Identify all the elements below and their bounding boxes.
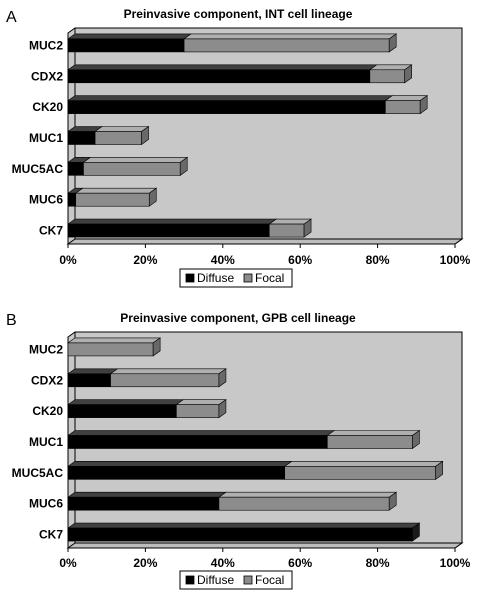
- panel-b-category-label-muc1: MUC1: [29, 435, 63, 449]
- panel-a-bar-ck7-diffuse: [67, 218, 278, 238]
- panel-b-bar-muc6-end: [388, 491, 397, 511]
- panel-a-legend: Diffuse Focal: [179, 268, 293, 288]
- panel-a-bar-muc1-end: [141, 125, 149, 146]
- panel-a-x-tick-label: 40%: [211, 253, 235, 267]
- panel-a-bar-muc6-focal: [74, 187, 158, 207]
- panel-b-category-label-ck20: CK20: [32, 404, 63, 418]
- panel-a-bar-muc2-end: [388, 33, 397, 53]
- panel-b-bar-muc2-end: [152, 337, 161, 357]
- panel-b-legend-box: [179, 570, 293, 590]
- panel-a-bar-ck20-focal: [384, 95, 429, 114]
- panel-a-x-tick-label: 80%: [366, 253, 390, 267]
- panel-a-bar-ck7-end: [303, 218, 312, 238]
- panel-a-bar-muc5ac-focal: [82, 157, 189, 176]
- panel-b-title: Preinvasive component, GPB cell lineage: [120, 311, 356, 325]
- panel-b-letter: B: [6, 312, 17, 329]
- panel-a-bar-ck7-focal: [268, 218, 313, 238]
- panel-b-bar-muc1-focal: [326, 430, 421, 449]
- panel-b-x-tick-label: 100%: [440, 556, 471, 570]
- panel-b: B Preinvasive component, GPB cell lineag…: [6, 311, 471, 590]
- panel-a-bar-muc2-diffuse: [67, 33, 193, 53]
- panel-a-bar-cdx2-diffuse: [67, 64, 378, 84]
- panel-a-x-tick-label: 100%: [440, 253, 471, 267]
- panel-b-bar-muc6-focal: [217, 491, 398, 511]
- panel-b-bar-muc1-end: [412, 429, 420, 450]
- panel-a-category-label-muc2: MUC2: [29, 38, 63, 52]
- panel-b-x-tick-label: 80%: [366, 556, 390, 570]
- panel-a-legend-box: [179, 268, 293, 288]
- panel-a-letter: A: [6, 9, 17, 26]
- panel-b-bar-cdx2-end: [218, 368, 227, 388]
- panel-b-bar-ck7-end: [412, 522, 420, 542]
- panel-b-bar-cdx2-focal: [109, 368, 227, 388]
- panel-b-bar-muc6-diffuse: [67, 491, 227, 511]
- panel-b-bar-ck20-focal: [175, 399, 227, 418]
- panel-a-bar-muc5ac-end: [179, 156, 188, 176]
- panel-a: A Preinvasive component, INT cell lineag…: [6, 7, 471, 288]
- panel-a-category-label-muc1: MUC1: [29, 131, 63, 145]
- panel-b-bar-muc5ac-diffuse: [67, 461, 293, 480]
- panel-b-legend-label-focal: Focal: [255, 573, 284, 587]
- panel-b-bar-cdx2-diffuse: [67, 368, 119, 388]
- panel-b-x-tick-label: 40%: [211, 556, 235, 570]
- panel-b-plot-area: [66, 331, 464, 549]
- panel-a-bar-ck20-diffuse: [67, 95, 394, 114]
- panel-a-category-label-muc6: MUC6: [29, 193, 63, 207]
- panel-b-legend-swatch-diffuse: [185, 575, 195, 585]
- panel-a-category-label-ck20: CK20: [32, 100, 63, 114]
- panel-a-x-tick-label: 0%: [59, 253, 77, 267]
- panel-a-category-label-ck7: CK7: [39, 224, 63, 238]
- panel-b-category-label-ck7: CK7: [39, 528, 63, 542]
- panel-b-category-label-muc6: MUC6: [29, 497, 63, 511]
- panel-b-x-tick-label: 20%: [133, 556, 157, 570]
- panel-a-plot-floor: [66, 238, 464, 245]
- panel-b-legend: Diffuse Focal: [179, 570, 293, 590]
- panel-b-legend-label-diffuse: Diffuse: [197, 573, 234, 587]
- panel-a-legend-swatch-focal: [243, 273, 253, 283]
- panel-a-bar-muc6-end: [148, 187, 157, 207]
- panel-b-bar-muc5ac-focal: [283, 461, 444, 480]
- panel-a-x-ticks: 0% 20% 40% 60% 80% 100%: [59, 244, 471, 267]
- panel-b-bar-ck20-diffuse: [67, 399, 185, 418]
- panel-a-bar-ck20-end: [419, 95, 428, 115]
- panel-b-plot-floor: [66, 542, 464, 549]
- panel-a-title: Preinvasive component, INT cell lineage: [124, 7, 353, 21]
- panel-a-bar-muc1-diffuse: [67, 126, 104, 145]
- panel-b-category-label-cdx2: CDX2: [31, 373, 63, 387]
- panel-b-legend-swatch-focal: [243, 575, 253, 585]
- panel-a-bar-muc2-focal: [183, 33, 398, 53]
- panel-b-category-labels: MUC2 CDX2 CK20 MUC1 MUC5AC MUC6 CK7: [12, 342, 64, 541]
- panel-a-legend-label-focal: Focal: [255, 271, 284, 285]
- panel-a-bar-cdx2-focal: [368, 64, 413, 84]
- panel-b-bar-muc1-diffuse: [67, 430, 336, 449]
- panel-a-legend-swatch-diffuse: [185, 273, 195, 283]
- panel-a-legend-label-diffuse: Diffuse: [197, 271, 234, 285]
- panel-a-x-tick-label: 20%: [133, 253, 157, 267]
- panel-b-x-tick-label: 60%: [288, 556, 312, 570]
- panel-b-category-label-muc5ac: MUC5AC: [12, 466, 64, 480]
- panel-a-category-labels: MUC2 CDX2 CK20 MUC1 MUC5AC MUC6 CK7: [12, 38, 64, 237]
- panel-a-bar-cdx2-end: [404, 64, 412, 84]
- panel-b-bar-muc2-focal: [67, 337, 162, 357]
- panel-a-bar-muc1-focal: [94, 126, 150, 145]
- panel-a-category-label-cdx2: CDX2: [31, 69, 63, 83]
- panel-b-category-label-muc2: MUC2: [29, 342, 63, 356]
- panel-a-x-tick-label: 60%: [288, 253, 312, 267]
- panel-a-category-label-muc5ac: MUC5AC: [12, 162, 64, 176]
- panel-b-bar-ck20-end: [218, 399, 227, 419]
- panel-b-bar-ck7-diffuse: [67, 522, 421, 542]
- panel-b-x-tick-label: 0%: [59, 556, 77, 570]
- panel-a-plot-area: [66, 27, 464, 245]
- panel-b-x-ticks: 0% 20% 40% 60% 80% 100%: [59, 548, 471, 570]
- panel-b-bar-muc5ac-end: [435, 460, 443, 480]
